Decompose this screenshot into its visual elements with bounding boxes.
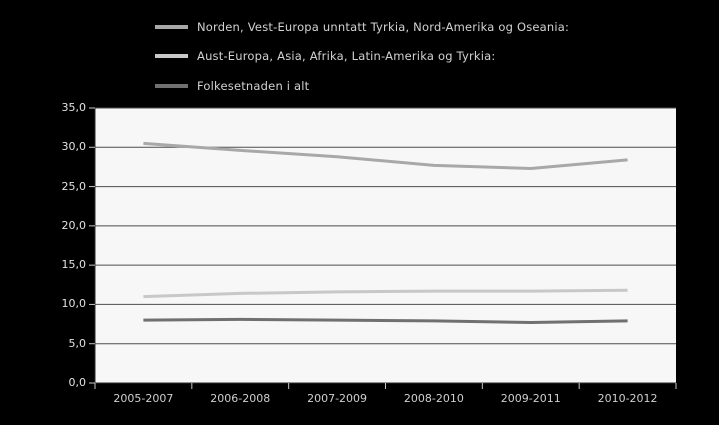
x-axis-tick-label: 2005-2007	[113, 392, 174, 405]
y-axis-tick-label: 35,0	[61, 101, 87, 114]
legend-swatch-line	[155, 54, 188, 58]
legend-label: Aust-Europa, Asia, Afrika, Latin-Amerika…	[197, 49, 496, 63]
legend-label: Norden, Vest-Europa unntatt Tyrkia, Nord…	[197, 20, 570, 34]
legend-label: Folkesetnaden i alt	[197, 79, 310, 93]
y-axis-tick-label: 25,0	[61, 179, 87, 193]
y-axis-tick-label: 30,0	[61, 140, 87, 154]
x-axis-tick-label: 2007-2009	[307, 392, 368, 405]
series-line-1	[143, 288, 628, 299]
legend-swatch-line	[155, 25, 188, 29]
plot-background	[95, 108, 676, 383]
y-axis-tick-label: 10,0	[61, 297, 87, 311]
legend-item: Aust-Europa, Asia, Afrika, Latin-Amerika…	[155, 48, 496, 64]
x-axis-tick-label: 2010-2012	[597, 392, 658, 405]
y-axis-tick-label: 0,0	[68, 376, 87, 389]
legend-item: Folkesetnaden i alt	[155, 78, 309, 94]
series-line-2	[143, 317, 628, 324]
y-axis-tick-label: 5,0	[68, 336, 87, 350]
x-axis-tick-label: 2008-2010	[403, 392, 464, 405]
x-axis-tick-label: 2009-2011	[500, 392, 561, 405]
series-line-0	[143, 141, 628, 170]
legend-item: Norden, Vest-Europa unntatt Tyrkia, Nord…	[155, 19, 569, 35]
x-axis-tick-label: 2006-2008	[210, 392, 271, 405]
y-axis-tick-label: 15,0	[61, 258, 87, 272]
legend-swatch-line	[155, 84, 188, 88]
y-axis-tick-label: 20,0	[61, 218, 87, 232]
